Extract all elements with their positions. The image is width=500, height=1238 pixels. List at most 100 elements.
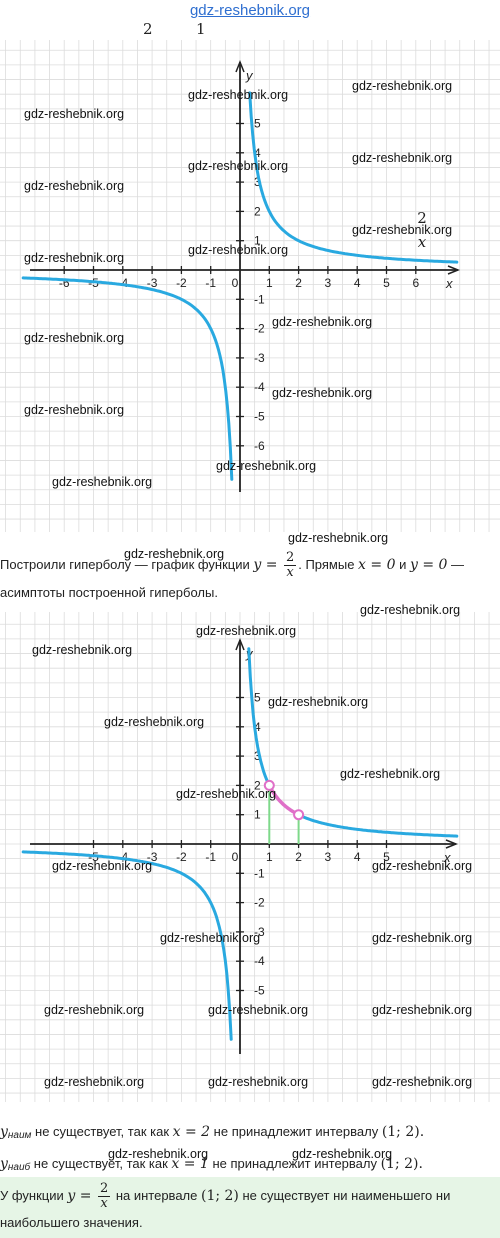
watermark: gdz-reshebnik.org [44,1003,145,1017]
watermark: gdz-reshebnik.org [24,403,125,417]
watermark: gdz-reshebnik.org [208,1003,309,1017]
ans-y: y [67,1188,76,1204]
min-y: y [0,1124,8,1140]
y-tick-label: 3 [254,749,261,763]
watermark: gdz-reshebnik.org [352,151,453,165]
x-tick-label: -6 [59,276,70,290]
y-tick-label: 5 [254,117,261,131]
watermark: gdz-reshebnik.org [24,179,125,193]
x-axis-arrow [447,265,461,275]
interval-highlight [267,783,301,817]
x-tick-label: 4 [354,850,361,864]
watermark: gdz-reshebnik.org [188,243,289,257]
desc-eq: = [261,557,282,573]
watermark: gdz-reshebnik.org [208,1075,309,1089]
ans-fraction-num: 2 [97,1181,111,1198]
x-axis-label: x [445,276,453,291]
watermark: gdz-reshebnik.org [372,1075,473,1089]
ans-text-b: на интервале [112,1188,201,1203]
graph-formula-denominator: x [418,233,427,251]
graph-formula-numerator: 2 [417,209,427,227]
watermark: gdz-reshebnik.org [24,107,125,121]
watermark: gdz-reshebnik.org [360,603,461,617]
y-tick-label: 2 [254,778,261,792]
max-text-b: не принадлежит интервалу [208,1156,381,1171]
x-tick-label: 0 [232,276,239,290]
y-tick-label: -6 [254,439,265,453]
watermark: gdz-reshebnik.org [196,624,297,638]
header-fraction-denominator: 1 [196,20,206,38]
x-tick-label: 6 [412,276,419,290]
y-tick-label: -1 [254,292,265,306]
open-point [263,779,275,791]
watermark: gdz-reshebnik.org [104,715,205,729]
x-tick-label: -2 [176,276,187,290]
watermark: gdz-reshebnik.org [272,386,373,400]
x-tick-label: 5 [383,276,390,290]
max-sub: наиб [7,1162,31,1173]
watermark: gdz-reshebnik.org [352,223,453,237]
x-tick-label: -3 [147,276,158,290]
y-tick-label: -1 [254,866,265,880]
site-link[interactable]: gdz-reshebnik.org [189,2,311,19]
max-interval: (1; 2). [380,1156,423,1172]
x-tick-label: 0 [232,850,239,864]
min-statement: yнаим не существует, так как x = 2 не пр… [0,1124,500,1141]
y-tick-label: 4 [254,720,261,734]
min-text-a: не существует, так как [31,1124,173,1139]
x-tick-label: 1 [266,276,273,290]
watermark: gdz-reshebnik.org [340,767,441,781]
y-axis-arrow [235,59,245,73]
min-interval: (1; 2). [381,1124,425,1140]
x-axis-arrow [445,839,459,849]
desc-text-c: и [395,557,410,572]
desc-y0: y = 0 [409,557,448,573]
grid [0,612,500,1102]
y-tick-label: 2 [254,204,261,218]
y-tick-label: 5 [254,691,261,705]
max-statement: yнаиб не существует, так как x = 1 не пр… [0,1156,500,1173]
watermark: gdz-reshebnik.org [32,643,133,657]
y-tick-label: 1 [254,234,261,248]
desc-y: y [253,557,262,573]
y-axis-label: y [245,68,254,83]
watermark: gdz-reshebnik.org [288,531,389,545]
min-eq: x = 2 [172,1124,211,1140]
watermark: gdz-reshebnik.org [372,931,473,945]
min-text-b: не принадлежит интервалу [210,1124,382,1139]
x-axis-label: x [443,850,451,865]
y-tick-label: 3 [254,175,261,189]
y-tick-label: -5 [254,984,265,998]
max-y: y [0,1156,8,1172]
desc-fraction-den: x [286,565,294,581]
ans-text-c: не существует ни наименьшего ни [238,1188,451,1203]
hyperbola-branch-negative [21,850,233,1041]
grid [0,40,500,532]
watermark: gdz-reshebnik.org [124,547,225,561]
answer-line-2: наибольшего значения. [0,1215,143,1230]
ans-interval: (1; 2) [200,1188,239,1204]
watermark: gdz-reshebnik.org [272,315,373,329]
watermark: gdz-reshebnik.org [160,931,261,945]
ans-eq: = [75,1188,96,1204]
y-tick-label: 1 [254,808,261,822]
y-tick-label: -3 [254,351,265,365]
x-tick-label: -1 [205,276,216,290]
x-tick-label: 3 [325,276,332,290]
description-line-2: асимптоты построенной гиперболы. [0,585,218,600]
min-sub: наим [7,1130,32,1141]
y-tick-label: -4 [254,380,265,394]
y-tick-label: 4 [254,146,261,160]
watermark: gdz-reshebnik.org [176,787,277,801]
ans-text-a: У функции [0,1188,68,1203]
x-tick-label: -4 [117,276,128,290]
y-tick-label: -4 [254,954,265,968]
watermark: gdz-reshebnik.org [268,695,369,709]
y-tick-label: -5 [254,410,265,424]
watermark: gdz-reshebnik.org [372,859,473,873]
